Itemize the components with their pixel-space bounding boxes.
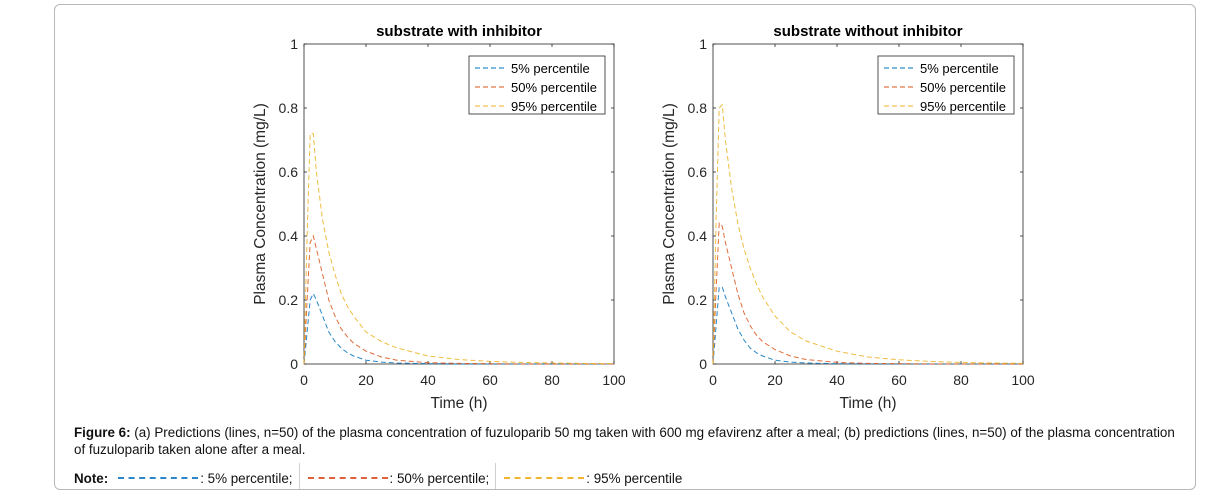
- x-tick-label: 20: [767, 372, 783, 388]
- figure-caption: Figure 6: (a) Predictions (lines, n=50) …: [74, 424, 1184, 458]
- x-tick-label: 40: [420, 372, 436, 388]
- legend-label: 5% percentile: [511, 61, 590, 76]
- y-tick-label: 0.4: [279, 228, 299, 244]
- x-tick-label: 100: [602, 372, 626, 388]
- chart-title: substrate without inhibitor: [773, 23, 962, 40]
- y-tick-label: 1: [699, 36, 707, 52]
- x-tick-label: 80: [953, 372, 969, 388]
- series-line-0: [712, 286, 1023, 365]
- x-tick-label: 100: [1011, 372, 1035, 388]
- x-tick-label: 0: [709, 372, 717, 388]
- note-separator: [495, 463, 497, 489]
- note-separator: [298, 463, 300, 489]
- caption-text: (a) Predictions (lines, n=50) of the pla…: [74, 425, 1175, 457]
- caption-label: Figure 6:: [74, 425, 131, 440]
- series-line-2: [303, 133, 615, 365]
- note-swatch-95: [504, 477, 585, 479]
- note-swatch-5: [118, 477, 199, 479]
- series-line-0: [303, 292, 614, 365]
- x-tick-label: 80: [544, 372, 560, 388]
- legend-label: 50% percentile: [920, 80, 1006, 95]
- y-axis-label: Plasma Concentration (mg/L): [252, 103, 269, 305]
- note-label: Note:: [74, 470, 109, 486]
- legend-label: 5% percentile: [920, 61, 999, 76]
- y-tick-label: 0: [290, 356, 298, 372]
- series-line-2: [712, 103, 1024, 365]
- y-tick-label: 0.2: [688, 292, 708, 308]
- y-tick-label: 0.6: [688, 164, 708, 180]
- note-text-50: : 50% percentile;: [389, 470, 490, 486]
- legend-box: [468, 55, 606, 115]
- note-swatch-50: [307, 477, 388, 479]
- chart-panel-a: 0 20 40 60 80 100 0 0.2 0.4 0.6 0.8 1 substrate with…: [252, 23, 626, 412]
- note-text-5: : 5% percentile;: [200, 470, 293, 486]
- x-tick-label: 0: [300, 372, 308, 388]
- x-tick-label: 60: [891, 372, 907, 388]
- chart-panel-b: 0 20 40 60 80 100 0 0.2 0.4 0.6 0.8 1 substrate with…: [661, 23, 1035, 412]
- y-tick-label: 0.6: [279, 164, 299, 180]
- x-tick-label: 60: [482, 372, 498, 388]
- legend-label: 95% percentile: [920, 99, 1006, 114]
- x-axis-label: Time (h): [430, 395, 487, 412]
- x-tick-label: 20: [358, 372, 374, 388]
- x-axis-label: Time (h): [839, 395, 896, 412]
- y-tick-label: 0.8: [279, 100, 299, 116]
- legend-label: 95% percentile: [511, 99, 597, 114]
- y-tick-label: 0.4: [688, 228, 708, 244]
- note-legend: Note: : 5% percentile; : 50% percentile;…: [74, 463, 683, 491]
- y-tick-label: 0: [699, 356, 707, 372]
- note-text-95: : 95% percentile: [586, 470, 683, 486]
- chart-title: substrate with inhibitor: [376, 23, 542, 40]
- y-tick-label: 1: [290, 36, 298, 52]
- y-axis-label: Plasma Concentration (mg/L): [661, 103, 678, 305]
- y-tick-label: 0.2: [279, 292, 299, 308]
- legend-label: 50% percentile: [511, 80, 597, 95]
- legend-box: [877, 55, 1015, 115]
- x-tick-label: 40: [829, 372, 845, 388]
- y-tick-label: 0.8: [688, 100, 708, 116]
